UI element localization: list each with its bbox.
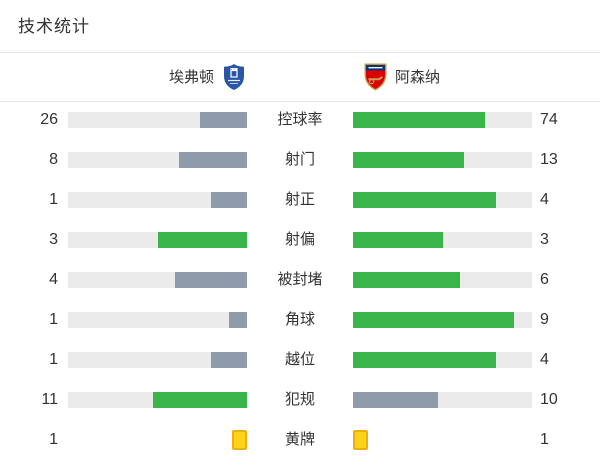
divider-top [0, 52, 600, 53]
home-bar-track [68, 232, 247, 248]
stat-label: 射正 [284, 191, 315, 208]
stat-label: 控球率 [277, 111, 323, 128]
stat-label: 越位 [284, 351, 315, 368]
away-bar-track [353, 392, 532, 408]
stat-row-越位: 1 越位 4 [0, 340, 600, 380]
home-value: 8 [49, 151, 58, 168]
away-bar-fill [353, 352, 497, 368]
away-bar-fill [353, 312, 515, 328]
home-value: 11 [41, 391, 58, 408]
away-value: 9 [540, 311, 549, 328]
stat-row-被封堵: 4 被封堵 6 [0, 260, 600, 300]
away-value: 13 [540, 151, 558, 168]
away-bar-track [353, 272, 532, 288]
away-bar-track [353, 232, 532, 248]
home-team-header: 埃弗顿 [0, 52, 247, 101]
home-value: 4 [49, 271, 58, 288]
stat-row-犯规: 11 犯规 10 [0, 380, 600, 420]
stat-label: 犯规 [284, 391, 315, 408]
home-bar-fill [211, 192, 247, 208]
everton-badge-icon [221, 63, 247, 91]
stat-row-控球率: 26 控球率 74 [0, 100, 600, 140]
away-bar-fill [353, 232, 443, 248]
home-bar-track [68, 192, 247, 208]
away-yellow-card-icon [353, 430, 368, 450]
home-bar-fill [200, 112, 247, 128]
away-bar-track [353, 192, 532, 208]
stat-label: 射门 [284, 151, 315, 168]
home-bar-fill [211, 352, 247, 368]
home-value: 1 [49, 431, 58, 448]
arsenal-badge-icon [363, 63, 388, 91]
stat-row-黄牌: 1 黄牌 1 [0, 420, 600, 459]
home-bar-fill [178, 152, 247, 168]
away-value: 3 [540, 231, 549, 248]
away-bar-track [353, 312, 532, 328]
home-bar-fill [153, 392, 247, 408]
away-bar-fill [353, 112, 486, 128]
stat-label: 黄牌 [284, 431, 315, 448]
away-value: 6 [540, 271, 549, 288]
home-bar-fill [157, 232, 247, 248]
away-bar-fill [353, 272, 461, 288]
home-value: 1 [49, 191, 58, 208]
home-bar-track [68, 112, 247, 128]
away-bar-track [353, 112, 532, 128]
away-value: 4 [540, 351, 549, 368]
divider-header-bottom [0, 101, 600, 102]
home-bar-track [68, 392, 247, 408]
panel-title: 技术统计 [18, 17, 90, 36]
away-team-header: 阿森纳 [353, 52, 600, 101]
away-value: 4 [540, 191, 549, 208]
away-value: 10 [540, 391, 558, 408]
home-value: 1 [49, 351, 58, 368]
away-bar-fill [353, 192, 497, 208]
home-yellow-card-icon [232, 430, 247, 450]
away-team-name: 阿森纳 [395, 69, 441, 86]
stat-row-射正: 1 射正 4 [0, 180, 600, 220]
away-bar-fill [353, 152, 464, 168]
teams-header: 埃弗顿 阿森纳 [0, 52, 600, 101]
stat-row-射门: 8 射门 13 [0, 140, 600, 180]
home-bar-track [68, 272, 247, 288]
stat-row-射偏: 3 射偏 3 [0, 220, 600, 260]
away-bar-fill [353, 392, 439, 408]
away-value: 1 [540, 431, 549, 448]
home-value: 1 [49, 311, 58, 328]
home-bar-fill [175, 272, 247, 288]
stat-label: 角球 [284, 311, 315, 328]
away-bar-track [353, 152, 532, 168]
home-value: 26 [40, 111, 58, 128]
home-bar-track [68, 352, 247, 368]
home-bar-track [68, 312, 247, 328]
home-bar-fill [229, 312, 247, 328]
stat-label: 被封堵 [277, 271, 323, 288]
home-value: 3 [49, 231, 58, 248]
home-bar-track [68, 152, 247, 168]
stat-row-角球: 1 角球 9 [0, 300, 600, 340]
stat-label: 射偏 [284, 231, 315, 248]
stats-rows: 26 控球率 74 8 射门 13 1 射正 4 3 射偏 3 4 被封堵 6 1 角球 9 1 越位 4 11 犯规 10 1… [0, 100, 600, 459]
away-value: 74 [540, 111, 558, 128]
away-bar-track [353, 352, 532, 368]
home-team-name: 埃弗顿 [168, 69, 214, 86]
